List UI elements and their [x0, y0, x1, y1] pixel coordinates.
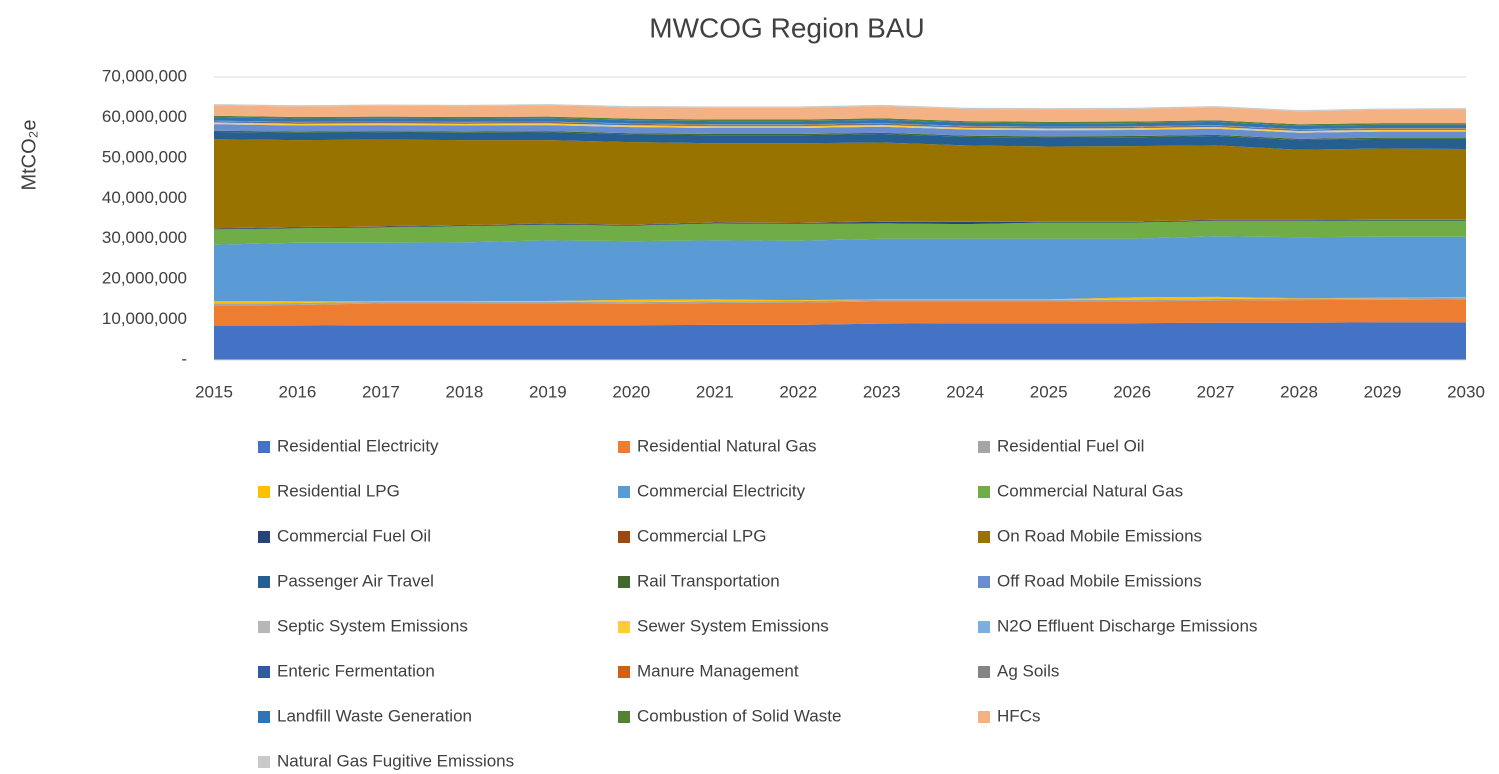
legend-label: Sewer System Emissions: [637, 616, 829, 635]
legend-swatch: [618, 486, 630, 498]
legend-swatch: [978, 576, 990, 588]
area: [214, 131, 1466, 150]
x-tick-label: 2016: [279, 382, 317, 401]
y-tick-label: 20,000,000: [102, 269, 187, 288]
legend-swatch: [258, 621, 270, 633]
legend-swatch: [978, 441, 990, 453]
legend-label: Residential Fuel Oil: [997, 436, 1144, 455]
x-tick-label: 2028: [1280, 382, 1318, 401]
legend-swatch: [618, 576, 630, 588]
legend-label: Commercial Fuel Oil: [277, 526, 431, 545]
legend-label: Commercial Electricity: [637, 481, 806, 500]
area: [214, 139, 1466, 229]
legend-label: Residential Natural Gas: [637, 436, 817, 455]
legend-swatch: [618, 621, 630, 633]
legend-swatch: [258, 576, 270, 588]
legend-swatch: [258, 486, 270, 498]
x-tick-label: 2021: [696, 382, 734, 401]
area: [214, 219, 1466, 230]
area: [214, 322, 1466, 360]
y-tick-label: 40,000,000: [102, 188, 187, 207]
legend-label: Commercial Natural Gas: [997, 481, 1183, 500]
x-tick-label: 2027: [1197, 382, 1235, 401]
y-tick-label: 10,000,000: [102, 309, 187, 328]
legend-swatch: [978, 711, 990, 723]
area: [214, 115, 1466, 126]
area: [214, 117, 1466, 130]
x-tick-label: 2030: [1447, 382, 1485, 401]
x-tick-label: 2024: [946, 382, 984, 401]
x-tick-label: 2018: [445, 382, 483, 401]
legend-label: Off Road Mobile Emissions: [997, 571, 1202, 590]
legend-swatch: [618, 441, 630, 453]
legend-swatch: [978, 621, 990, 633]
y-tick-label: -: [181, 349, 187, 368]
legend-swatch: [258, 441, 270, 453]
legend-swatch: [978, 531, 990, 543]
legend-label: Enteric Fermentation: [277, 661, 435, 680]
legend-swatch: [978, 486, 990, 498]
area: [214, 296, 1466, 304]
legend-swatch: [258, 666, 270, 678]
y-tick-label: 50,000,000: [102, 147, 187, 166]
area: [214, 297, 1466, 306]
x-tick-label: 2029: [1364, 382, 1402, 401]
legend-label: Residential LPG: [277, 481, 400, 500]
legend-swatch: [258, 531, 270, 543]
x-tick-label: 2015: [195, 382, 233, 401]
legend-label: Manure Management: [637, 661, 799, 680]
x-tick-label: 2023: [863, 382, 901, 401]
legend-label: HFCs: [997, 706, 1040, 725]
x-tick-label: 2022: [779, 382, 817, 401]
legend-swatch: [978, 666, 990, 678]
area: [214, 124, 1466, 139]
area: [214, 220, 1466, 245]
legend-label: Natural Gas Fugitive Emissions: [277, 751, 514, 770]
legend-swatch: [618, 666, 630, 678]
legend-swatch: [258, 756, 270, 768]
legend-label: Passenger Air Travel: [277, 571, 434, 590]
y-tick-label: 60,000,000: [102, 107, 187, 126]
x-tick-label: 2025: [1030, 382, 1068, 401]
x-tick-label: 2026: [1113, 382, 1151, 401]
legend-label: Residential Electricity: [277, 436, 439, 455]
legend-label: Landfill Waste Generation: [277, 706, 472, 725]
x-tick-label: 2020: [612, 382, 650, 401]
area: [214, 105, 1466, 125]
legend-label: Septic System Emissions: [277, 616, 468, 635]
legend-swatch: [258, 711, 270, 723]
legend-swatch: [618, 711, 630, 723]
y-tick-label: 30,000,000: [102, 228, 187, 247]
legend-label: Ag Soils: [997, 661, 1059, 680]
area: [214, 130, 1466, 141]
x-tick-label: 2019: [529, 382, 567, 401]
y-tick-label: 70,000,000: [102, 66, 187, 85]
legend-label: N2O Effluent Discharge Emissions: [997, 616, 1257, 635]
area: [214, 121, 1466, 131]
legend-label: Commercial LPG: [637, 526, 766, 545]
legend-label: On Road Mobile Emissions: [997, 526, 1202, 545]
legend-label: Rail Transportation: [637, 571, 780, 590]
area: [214, 236, 1466, 302]
chart-title: MWCOG Region BAU: [649, 12, 924, 43]
area: [214, 299, 1466, 326]
legend-label: Combustion of Solid Waste: [637, 706, 841, 725]
area: [214, 122, 1466, 133]
y-axis-label: MtCO₂e: [18, 119, 40, 190]
legend-swatch: [618, 531, 630, 543]
x-tick-label: 2017: [362, 382, 400, 401]
